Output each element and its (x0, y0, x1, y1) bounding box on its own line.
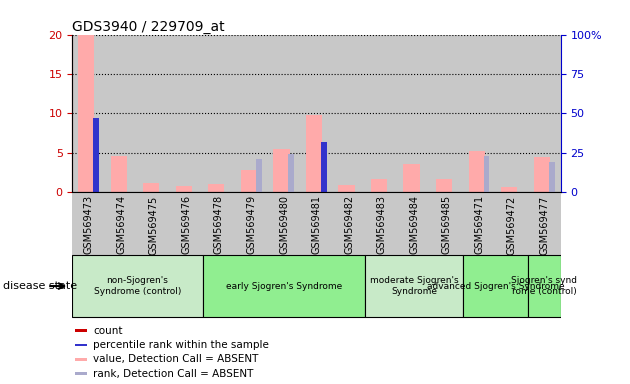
Bar (430, 35, 463, 192)
Bar (301, 192, 333, 257)
Bar (137, 35, 170, 192)
Text: percentile rank within the sample: percentile rank within the sample (93, 340, 269, 350)
Bar (75, 344, 87, 346)
Bar (241, 170, 257, 192)
Bar (203, 255, 365, 318)
Text: GSM569484: GSM569484 (410, 195, 419, 254)
Text: GSM569482: GSM569482 (344, 195, 354, 254)
Bar (203, 35, 235, 192)
Text: GSM569478: GSM569478 (214, 195, 224, 254)
Bar (463, 192, 496, 257)
Text: GSM569474: GSM569474 (117, 195, 126, 254)
Bar (365, 255, 463, 318)
Bar (75, 372, 87, 375)
Text: advanced Sjogren's Syndrome: advanced Sjogren's Syndrome (427, 281, 564, 291)
Text: GSM569480: GSM569480 (279, 195, 289, 254)
Bar (463, 35, 496, 192)
Bar (235, 35, 268, 192)
Bar (371, 179, 387, 192)
Bar (484, 156, 490, 192)
Bar (78, 35, 94, 192)
Bar (93, 118, 99, 192)
Bar (72, 255, 203, 318)
Bar (72, 192, 105, 257)
Text: GSM569475: GSM569475 (149, 195, 159, 255)
Bar (273, 149, 290, 192)
Bar (333, 192, 365, 257)
Bar (528, 192, 561, 257)
Bar (398, 35, 430, 192)
Bar (333, 35, 365, 192)
Text: GSM569479: GSM569479 (246, 195, 256, 254)
Bar (534, 157, 550, 192)
Bar (143, 183, 159, 192)
Text: value, Detection Call = ABSENT: value, Detection Call = ABSENT (93, 354, 258, 364)
Bar (170, 35, 203, 192)
Bar (501, 187, 517, 192)
Text: count: count (93, 326, 122, 336)
Bar (203, 192, 235, 257)
Bar (365, 192, 398, 257)
Bar (289, 154, 294, 192)
Bar (496, 192, 528, 257)
Bar (365, 35, 398, 192)
Bar (463, 255, 528, 318)
Text: GSM569473: GSM569473 (84, 195, 94, 254)
Text: disease state: disease state (3, 281, 77, 291)
Text: GSM569481: GSM569481 (312, 195, 321, 254)
Bar (105, 35, 137, 192)
Bar (436, 179, 452, 192)
Bar (528, 35, 561, 192)
Bar (549, 162, 554, 192)
Bar (170, 192, 203, 257)
Bar (338, 185, 355, 192)
Bar (398, 192, 430, 257)
Bar (75, 358, 87, 361)
Bar (469, 151, 485, 192)
Bar (137, 192, 170, 257)
Bar (235, 192, 268, 257)
Text: GDS3940 / 229709_at: GDS3940 / 229709_at (72, 20, 225, 33)
Bar (72, 35, 105, 192)
Bar (403, 164, 420, 192)
Text: early Sjogren's Syndrome: early Sjogren's Syndrome (226, 281, 342, 291)
Bar (105, 192, 137, 257)
Bar (256, 159, 261, 192)
Bar (268, 35, 301, 192)
Text: non-Sjogren's
Syndrome (control): non-Sjogren's Syndrome (control) (94, 276, 181, 296)
Text: rank, Detection Call = ABSENT: rank, Detection Call = ABSENT (93, 369, 253, 379)
Bar (110, 156, 127, 192)
Bar (430, 192, 463, 257)
Text: moderate Sjogren's
Syndrome: moderate Sjogren's Syndrome (370, 276, 459, 296)
Bar (528, 255, 561, 318)
Text: GSM569471: GSM569471 (474, 195, 484, 254)
Text: GSM569483: GSM569483 (377, 195, 387, 254)
Bar (268, 192, 301, 257)
Bar (321, 142, 327, 192)
Bar (75, 329, 87, 332)
Text: GSM569477: GSM569477 (539, 195, 549, 255)
Bar (301, 35, 333, 192)
Bar (496, 35, 528, 192)
Bar (176, 187, 192, 192)
Text: GSM569472: GSM569472 (507, 195, 517, 255)
Text: GSM569476: GSM569476 (181, 195, 192, 254)
Bar (306, 115, 322, 192)
Text: GSM569485: GSM569485 (442, 195, 452, 254)
Text: Sjogren's synd
rome (control): Sjogren's synd rome (control) (512, 276, 578, 296)
Bar (208, 184, 224, 192)
